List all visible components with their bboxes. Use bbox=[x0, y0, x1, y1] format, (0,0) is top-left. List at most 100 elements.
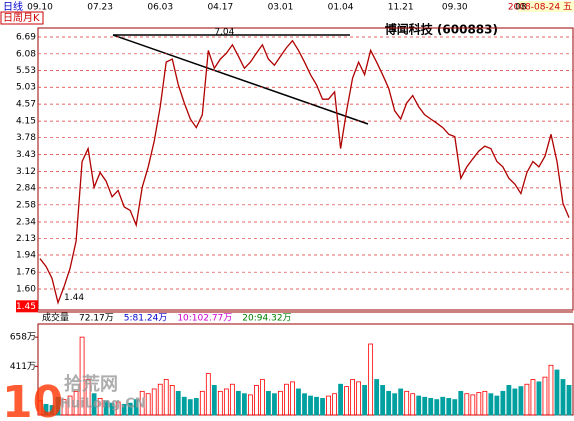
volume-bar bbox=[440, 396, 446, 416]
volume-bar bbox=[428, 398, 434, 416]
volume-bar bbox=[151, 388, 157, 416]
volume-bar bbox=[91, 393, 97, 416]
watermark: 10 bbox=[2, 377, 63, 421]
price-line bbox=[39, 39, 570, 305]
volume-bar bbox=[512, 388, 518, 416]
volume-bar bbox=[163, 379, 169, 416]
volume-bar bbox=[338, 383, 343, 416]
volume-bar bbox=[350, 379, 355, 416]
volume-bar bbox=[374, 379, 380, 416]
volume-bar bbox=[482, 390, 488, 416]
volume-bar bbox=[524, 383, 530, 416]
volume-bar bbox=[392, 393, 398, 416]
volume-bar bbox=[43, 403, 49, 416]
y-tick-label: 6.08 bbox=[16, 49, 36, 59]
date-box bbox=[518, 1, 574, 12]
volume-bar bbox=[241, 393, 247, 416]
period-button[interactable]: 周 bbox=[13, 12, 23, 24]
volume-legend: 10:102.77万 bbox=[177, 314, 232, 324]
volume-bar bbox=[181, 396, 187, 416]
volume-legend: 成交量 bbox=[42, 312, 69, 324]
period-label: 日线 bbox=[3, 0, 23, 13]
volume-bar bbox=[464, 393, 470, 416]
volume-bar bbox=[320, 398, 325, 416]
volume-bar bbox=[362, 385, 368, 416]
volume-bar bbox=[404, 390, 410, 416]
volume-bar bbox=[175, 390, 181, 416]
volume-bar bbox=[536, 381, 542, 416]
y-tick-label: 3.78 bbox=[16, 133, 36, 143]
volume-bar bbox=[73, 390, 79, 416]
volume-bar bbox=[278, 390, 283, 416]
volume-bar bbox=[254, 385, 259, 416]
volume-bar bbox=[217, 390, 223, 416]
volume-bar bbox=[284, 383, 289, 416]
x-tick-label: 04.17 bbox=[207, 3, 233, 13]
volume-bar bbox=[554, 369, 560, 416]
volume-bar bbox=[67, 395, 73, 416]
y-tick-label: 3.12 bbox=[16, 167, 36, 177]
y-tick-label: 2.34 bbox=[16, 218, 36, 228]
volume-bar bbox=[368, 343, 374, 416]
volume-bar bbox=[211, 385, 217, 416]
y-tick-label: 2.58 bbox=[16, 200, 36, 210]
volume-bar bbox=[97, 398, 103, 416]
y-tick-label: 4.57 bbox=[16, 100, 36, 110]
y-tick-label: 4.15 bbox=[16, 117, 36, 127]
volume-bar bbox=[193, 398, 199, 416]
volume-legend: 72.17万 bbox=[79, 314, 114, 324]
x-tick-label: 08 bbox=[515, 3, 527, 13]
volume-bar bbox=[398, 388, 404, 416]
volume-bar bbox=[488, 393, 494, 416]
x-tick-label: 06.03 bbox=[147, 3, 173, 13]
volume-bar bbox=[344, 386, 349, 416]
volume-bar bbox=[308, 395, 313, 416]
volume-bar bbox=[133, 399, 139, 416]
period-button[interactable]: 日 bbox=[3, 13, 13, 24]
volume-bar bbox=[55, 396, 61, 416]
x-tick-label: 09.10 bbox=[27, 3, 53, 13]
volume-bar bbox=[506, 385, 512, 416]
date-label: 2008-08-24 五 bbox=[508, 3, 572, 13]
volume-legend: 5:81.24万 bbox=[124, 314, 168, 324]
x-tick-label: 11.21 bbox=[388, 3, 414, 13]
period-button-box[interactable] bbox=[0, 11, 44, 25]
volume-bar bbox=[500, 390, 506, 416]
period-button[interactable]: 月 bbox=[23, 12, 33, 24]
volume-bar bbox=[548, 364, 554, 416]
volume-legend: 20:94.32万 bbox=[242, 314, 291, 324]
y-tick-label: 1.45 bbox=[16, 302, 36, 312]
volume-tick-label: 658万 bbox=[10, 333, 36, 343]
volume-bar bbox=[314, 396, 319, 416]
volume-bar bbox=[416, 395, 422, 416]
annotation: 7.04 bbox=[214, 28, 234, 38]
volume-bar bbox=[109, 402, 115, 416]
stock-name: 博闻科技 (600883) bbox=[385, 22, 498, 37]
price-frame bbox=[37, 27, 574, 311]
volume-bar bbox=[332, 393, 337, 416]
volume-bar bbox=[49, 405, 55, 416]
volume-bar bbox=[326, 395, 331, 416]
volume-bar bbox=[296, 388, 301, 416]
x-tick-label: 01.04 bbox=[328, 3, 354, 13]
volume-bar bbox=[205, 373, 211, 416]
volume-bar bbox=[380, 385, 386, 416]
volume-bar bbox=[494, 395, 500, 416]
volume-bar bbox=[530, 379, 536, 416]
x-tick-label: 07.23 bbox=[87, 3, 113, 13]
volume-bar bbox=[302, 393, 307, 416]
volume-bar bbox=[145, 393, 151, 416]
volume-bar bbox=[446, 398, 452, 416]
volume-bar bbox=[356, 381, 362, 416]
volume-bar bbox=[452, 399, 458, 416]
period-button[interactable]: K bbox=[33, 13, 40, 24]
volume-bar bbox=[422, 396, 428, 416]
y-tick-label: 5.03 bbox=[16, 83, 36, 93]
volume-bar bbox=[37, 400, 43, 416]
volume-bar bbox=[542, 376, 548, 416]
volume-tick-label: 411万 bbox=[10, 362, 36, 372]
volume-bar bbox=[85, 379, 91, 416]
volume-bar bbox=[272, 393, 277, 416]
volume-bar bbox=[61, 399, 67, 416]
